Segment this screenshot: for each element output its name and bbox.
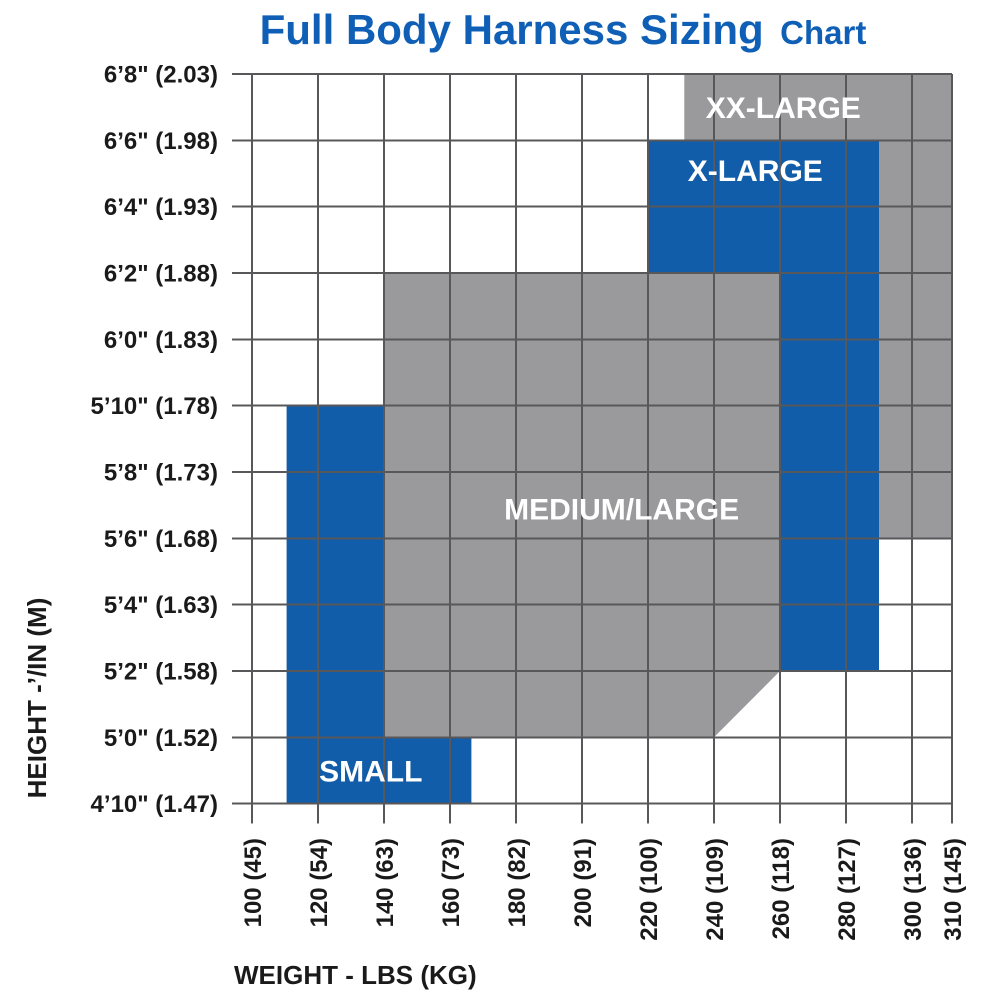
page-title-main: Full Body Harness Sizing — [260, 6, 764, 53]
y-tick-label: 5’0" (1.52) — [104, 725, 218, 752]
x-tick-label: 300 (136) — [900, 838, 927, 941]
y-tick-label: 5’6" (1.68) — [104, 526, 218, 553]
x-tick-label: 180 (82) — [504, 838, 531, 927]
x-tick-label: 220 (100) — [636, 838, 663, 941]
size-region-labels: SMALL MEDIUM/LARGE X-LARGE XX-LARGE — [319, 92, 861, 788]
page-title: Full Body Harness Sizing Chart — [260, 6, 867, 53]
y-tick-label: 6’4" (1.93) — [104, 194, 218, 221]
x-tick-label: 200 (91) — [570, 838, 597, 927]
x-tick-label: 120 (54) — [306, 838, 333, 927]
grid-lines — [232, 73, 953, 824]
x-tick-label: 310 (145) — [940, 838, 967, 941]
y-tick-label: 6’2" (1.88) — [104, 261, 218, 288]
x-tick-label: 100 (45) — [240, 838, 267, 927]
x-tick-label: 160 (73) — [438, 838, 465, 927]
y-tick-label: 5’4" (1.63) — [104, 592, 218, 619]
x-tick-label: 140 (63) — [372, 838, 399, 927]
y-tick-label: 5’10" (1.78) — [91, 393, 218, 420]
x-axis-tick-labels: 100 (45) 120 (54) 140 (63) 160 (73) 180 (82)… — [240, 838, 967, 941]
y-tick-label: 5’8" (1.73) — [104, 460, 218, 487]
region-label-medium-large: MEDIUM/LARGE — [504, 494, 739, 527]
x-tick-label: 280 (127) — [834, 838, 861, 941]
y-tick-label: 6’0" (1.83) — [104, 327, 218, 354]
y-tick-label: 4’10" (1.47) — [91, 791, 218, 818]
region-label-small: SMALL — [319, 756, 422, 789]
x-axis-title: WEIGHT - LBS (KG) — [234, 960, 477, 990]
x-tick-label: 240 (109) — [702, 838, 729, 941]
x-tick-label: 260 (118) — [768, 838, 795, 939]
y-tick-label: 6’8" (2.03) — [104, 62, 218, 89]
y-axis-tick-labels: 6’8" (2.03) 6’6" (1.98) 6’4" (1.93) 6’2" (1… — [91, 62, 218, 819]
region-label-xx-large: XX-LARGE — [706, 92, 861, 125]
region-label-x-large: X-LARGE — [688, 155, 823, 188]
y-axis-title: HEIGHT -’/IN (M) — [22, 598, 52, 799]
page-title-sub: Chart — [780, 14, 866, 51]
region-xx-large — [684, 74, 952, 539]
y-tick-label: 5’2" (1.58) — [104, 659, 218, 686]
y-tick-label: 6’6" (1.98) — [104, 128, 218, 155]
size-regions — [286, 74, 952, 804]
